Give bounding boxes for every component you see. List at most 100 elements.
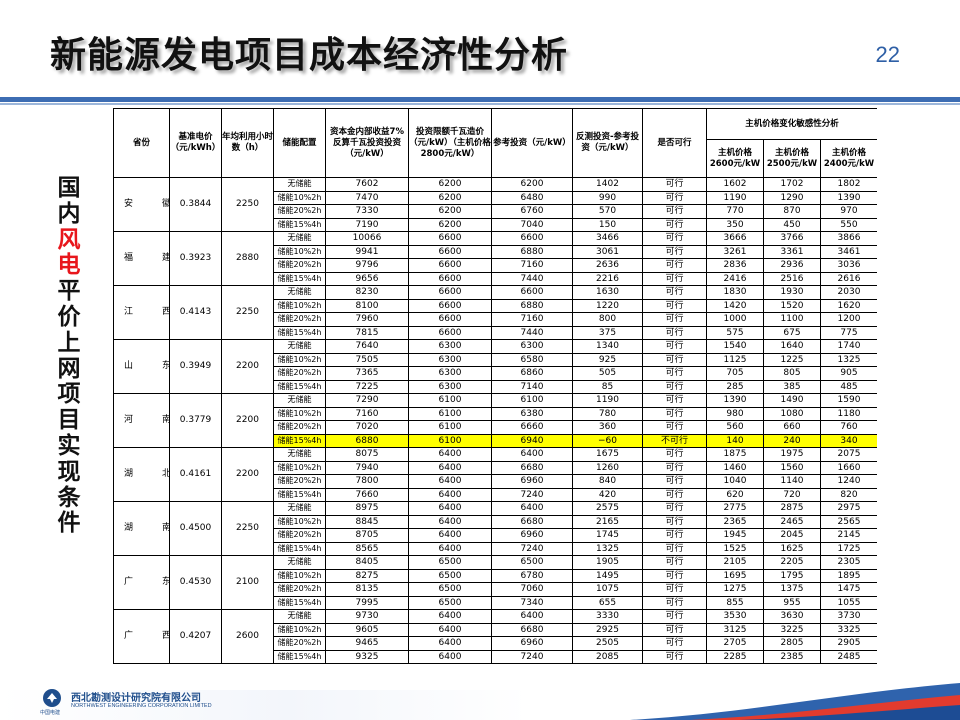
sens-2500-cell: 955 [763, 595, 821, 610]
back-calc-cell: 375 [572, 325, 643, 340]
sens-2500-cell: 660 [763, 420, 821, 435]
side-title-char: 上 [57, 329, 81, 356]
storage-config-cell: 储能10%2h [273, 514, 326, 529]
annual-hours-cell: 2250 [221, 177, 274, 232]
sens-2500-cell: 1100 [763, 312, 821, 327]
sens-2500-cell: 2875 [763, 501, 821, 516]
back-calc-cell: 840 [572, 474, 643, 489]
cost-limit-cell: 9325 [325, 649, 409, 664]
storage-config-cell: 无储能 [273, 285, 326, 300]
sens-2500-cell: 1375 [763, 582, 821, 597]
slide-title: 新能源发电项目成本经济性分析 [50, 35, 569, 76]
cost-limit-cell: 8135 [325, 582, 409, 597]
back-calc-cell: 780 [572, 406, 643, 421]
investment-limit-cell: 6400 [408, 474, 492, 489]
investment-limit-cell: 6100 [408, 420, 492, 435]
back-calc-cell: −60 [572, 433, 643, 448]
sens-2500-cell: 2936 [763, 258, 821, 273]
sens-2400-cell: 2030 [819, 285, 877, 300]
province-cell: 河 南 [113, 393, 170, 448]
feasible-cell: 可行 [642, 393, 707, 408]
reference-investment-cell: 6680 [491, 622, 573, 637]
storage-config-cell: 无储能 [273, 231, 326, 246]
cost-limit-cell: 8100 [325, 298, 409, 313]
feasible-cell: 可行 [642, 406, 707, 421]
storage-config-cell: 储能10%2h [273, 406, 326, 421]
reference-investment-cell: 6100 [491, 393, 573, 408]
cost-limit-cell: 8230 [325, 285, 409, 300]
storage-config-cell: 储能15%4h [273, 217, 326, 232]
feasible-cell: 可行 [642, 231, 707, 246]
reference-investment-cell: 6400 [491, 501, 573, 516]
header-storage-config: 储能配置 [273, 108, 326, 178]
sens-2400-cell: 1660 [819, 460, 877, 475]
sens-2400-cell: 970 [819, 204, 877, 219]
sens-2400-cell: 1055 [819, 595, 877, 610]
reference-investment-cell: 6940 [491, 433, 573, 448]
table-row: 储能20%2h 9796 6600 7160 2636 可行 2836 2936 3036 [114, 258, 877, 273]
feasible-cell: 可行 [642, 271, 707, 286]
sens-2600-cell: 350 [706, 217, 764, 232]
header-investment-limit: 投资限额千瓦造价（元/kW）（主机价格2800元/kW） [408, 108, 492, 178]
sens-2400-cell: 775 [819, 325, 877, 340]
cost-limit-cell: 9796 [325, 258, 409, 273]
storage-config-cell: 无储能 [273, 177, 326, 192]
investment-limit-cell: 6600 [408, 271, 492, 286]
investment-limit-cell: 6600 [408, 231, 492, 246]
sens-2600-cell: 620 [706, 487, 764, 502]
feasible-cell: 可行 [642, 352, 707, 367]
storage-config-cell: 储能15%4h [273, 649, 326, 664]
sens-2500-cell: 1080 [763, 406, 821, 421]
cost-limit-cell: 7660 [325, 487, 409, 502]
sens-2400-cell: 3730 [819, 609, 877, 624]
storage-config-cell: 储能20%2h [273, 366, 326, 381]
back-calc-cell: 1905 [572, 555, 643, 570]
cost-limit-cell: 7190 [325, 217, 409, 232]
cost-limit-cell: 7160 [325, 406, 409, 421]
feasible-cell: 可行 [642, 298, 707, 313]
header-divider [0, 97, 960, 102]
investment-limit-cell: 6500 [408, 555, 492, 570]
table-row: 储能20%2h 8705 6400 6960 1745 可行 1945 2045 2145 [114, 528, 877, 543]
province-cell: 广 西 [113, 609, 170, 664]
side-title-char: 风 [57, 226, 81, 253]
investment-limit-cell: 6400 [408, 649, 492, 664]
storage-config-cell: 无储能 [273, 339, 326, 354]
reference-investment-cell: 6660 [491, 420, 573, 435]
cost-limit-cell: 7020 [325, 420, 409, 435]
sens-2600-cell: 770 [706, 204, 764, 219]
annual-hours-cell: 2200 [221, 447, 274, 502]
back-calc-cell: 990 [572, 190, 643, 205]
sens-2400-cell: 1325 [819, 352, 877, 367]
cost-limit-cell: 8275 [325, 568, 409, 583]
reference-investment-cell: 7440 [491, 325, 573, 340]
feasible-cell: 可行 [642, 555, 707, 570]
reference-investment-cell: 7160 [491, 312, 573, 327]
cost-limit-cell: 9656 [325, 271, 409, 286]
back-calc-cell: 1495 [572, 568, 643, 583]
back-calc-cell: 360 [572, 420, 643, 435]
table-row: 储能15%4h 8565 6400 7240 1325 可行 1525 1625 1725 [114, 541, 877, 556]
back-calc-cell: 2216 [572, 271, 643, 286]
sens-2600-cell: 1830 [706, 285, 764, 300]
feasible-cell: 可行 [642, 568, 707, 583]
investment-limit-cell: 6400 [408, 514, 492, 529]
reference-investment-cell: 6380 [491, 406, 573, 421]
feasible-cell: 可行 [642, 514, 707, 529]
feasible-cell: 不可行 [642, 433, 707, 448]
organization-name-en: NORTHWEST ENGINEERING CORPORATION LIMITE… [71, 703, 212, 709]
header-feasible: 是否可行 [642, 108, 707, 178]
cost-limit-cell: 8075 [325, 447, 409, 462]
sens-2500-cell: 1290 [763, 190, 821, 205]
reference-investment-cell: 6480 [491, 190, 573, 205]
sens-2600-cell: 2836 [706, 258, 764, 273]
back-calc-cell: 1630 [572, 285, 643, 300]
table-row: 储能15%4h 7225 6300 7140 85 可行 285 385 485 [114, 379, 877, 394]
feasible-cell: 可行 [642, 460, 707, 475]
reference-investment-cell: 6200 [491, 177, 573, 192]
back-calc-cell: 800 [572, 312, 643, 327]
side-title-char: 价 [57, 303, 81, 330]
feasible-cell: 可行 [642, 204, 707, 219]
feasible-cell: 可行 [642, 636, 707, 651]
sens-2400-cell: 1200 [819, 312, 877, 327]
